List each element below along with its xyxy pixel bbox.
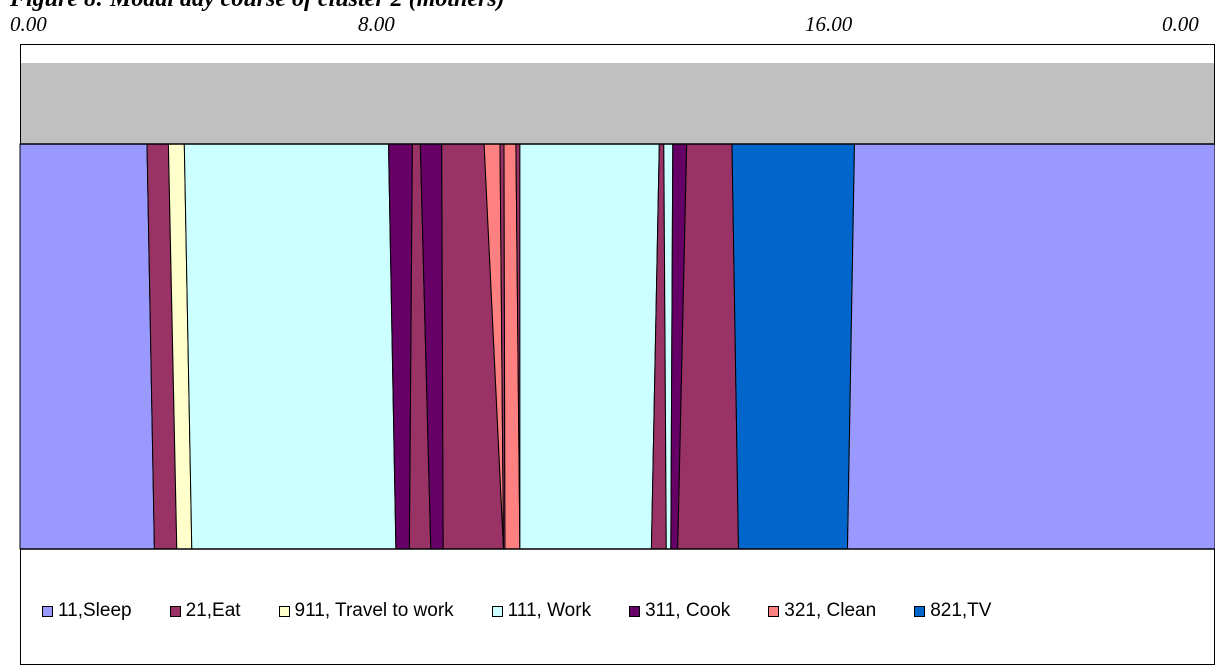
plot-area-background <box>21 63 1214 144</box>
legend-item-111: 111, Work <box>491 600 592 622</box>
legend-item-911: 911, Travel to work <box>278 600 454 622</box>
legend-swatch <box>768 605 780 617</box>
legend-swatch <box>278 605 290 617</box>
legend-swatch <box>42 605 53 617</box>
legend-item-821: 821,TV <box>914 600 991 622</box>
activity-segment-111 <box>519 143 660 550</box>
activity-segment-11 <box>19 143 155 550</box>
figure-title: Figure 8: Modal day course of cluster 2 … <box>10 0 505 13</box>
legend-label: 311, Cook <box>645 600 731 621</box>
legend-label: 911, Travel to work <box>294 600 454 621</box>
activity-segment-821 <box>731 143 855 550</box>
activity-segment-21 <box>677 143 739 550</box>
legend: 11,Sleep 21,Eat 911, Travel to work 111, Wo… <box>42 600 991 622</box>
legend-item-11: 11,Sleep <box>42 600 132 622</box>
segments-layer <box>19 143 1215 550</box>
x-tick-label: 16.00 <box>805 12 853 36</box>
legend-label: 821,TV <box>930 600 992 621</box>
activity-segment-111 <box>183 143 397 550</box>
legend-label: 11,Sleep <box>58 600 132 621</box>
x-tick-label: 0.00 <box>10 12 47 36</box>
x-tick-label: 8.00 <box>358 12 395 36</box>
legend-label: 321, Clean <box>784 600 877 621</box>
legend-swatch <box>629 605 641 617</box>
x-tick-label: 0.00 <box>1162 12 1199 36</box>
legend-item-321: 321, Clean <box>768 600 876 622</box>
activity-segment-11 <box>847 143 1215 550</box>
legend-swatch <box>491 605 503 617</box>
legend-item-21: 21,Eat <box>169 600 241 622</box>
legend-swatch <box>169 605 181 617</box>
legend-item-311: 311, Cook <box>629 600 730 622</box>
legend-label: 21,Eat <box>185 600 241 621</box>
legend-swatch <box>914 605 926 617</box>
legend-label: 111, Work <box>507 600 592 621</box>
